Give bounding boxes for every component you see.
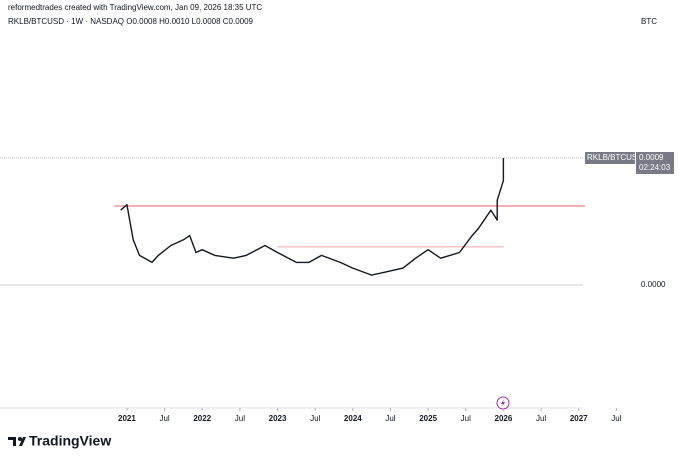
x-tick-label: 2027	[570, 414, 588, 423]
tag-name-box	[585, 152, 635, 164]
currency: BTC	[641, 17, 657, 26]
x-tick-label: 2026	[495, 414, 513, 423]
x-tick-label: 2023	[269, 414, 287, 423]
x-tick-label: 2021	[118, 414, 136, 423]
price-line	[120, 158, 505, 276]
x-tick-label: 2022	[193, 414, 211, 423]
x-tick-label: Jul	[385, 414, 395, 423]
tag-countdown: 02:24:03	[639, 163, 671, 172]
tag-value-box	[636, 152, 674, 174]
x-tick-label: Jul	[159, 414, 169, 423]
x-tick-label: 2025	[419, 414, 437, 423]
x-tick-label: Jul	[310, 414, 320, 423]
symbol-line: RKLB/BTCUSD · 1W · NASDAQ O0.0008 H0.001…	[8, 17, 254, 26]
tag-name: RKLB/BTCUSD	[587, 153, 643, 162]
credit: reformedtrades created with TradingView.…	[8, 3, 262, 12]
brand: TradingView	[29, 433, 111, 449]
x-tick-label: Jul	[536, 414, 546, 423]
event-icon	[496, 396, 510, 410]
logo: TradingView	[8, 433, 111, 449]
x-tick-label: Jul	[611, 414, 621, 423]
y-tick-label: 0.0000	[641, 280, 666, 289]
x-tick-label: 2024	[344, 414, 362, 423]
x-tick-label: Jul	[461, 414, 471, 423]
tag-value: 0.0009	[639, 153, 664, 162]
x-tick-label: Jul	[235, 414, 245, 423]
